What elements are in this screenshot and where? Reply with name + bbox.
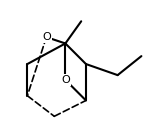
Text: O: O <box>61 75 70 85</box>
Text: O: O <box>42 32 51 42</box>
